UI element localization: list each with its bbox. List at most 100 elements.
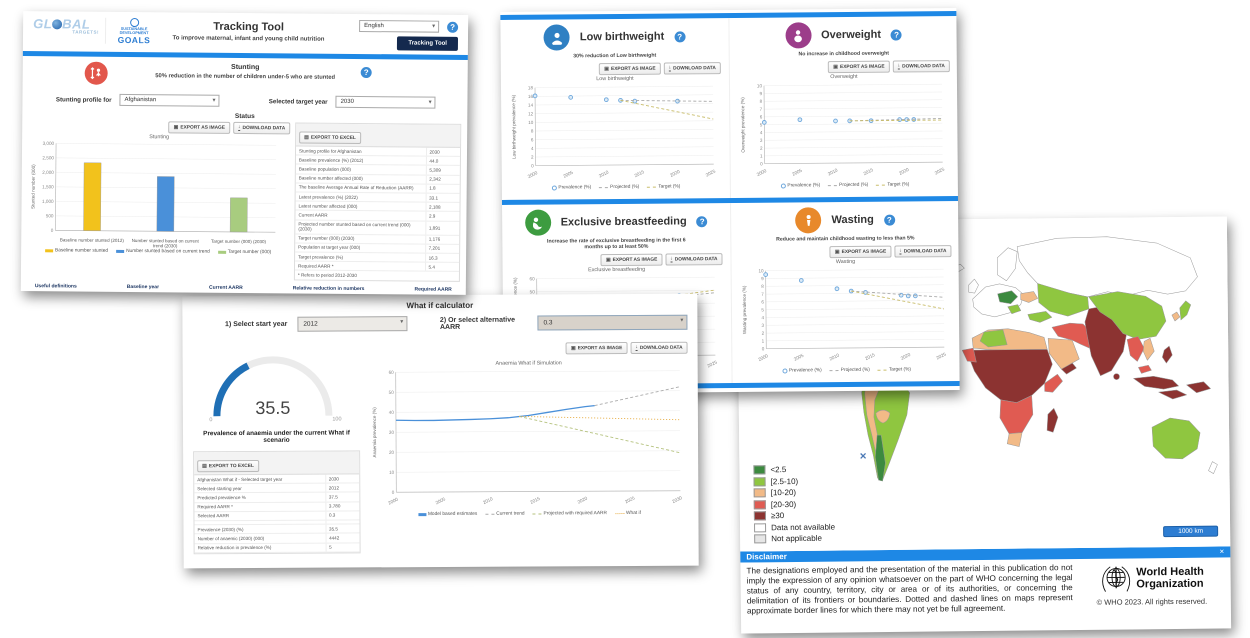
map-region-central-europe[interactable] [997, 290, 1018, 304]
map-region-myanmar-thailand[interactable] [1126, 336, 1145, 362]
what-if-table: ▤ EXPORT TO EXCEL Afghanistan What if - S… [193, 450, 361, 554]
map-region-png[interactable] [1186, 381, 1211, 394]
svg-text:2020: 2020 [898, 167, 910, 176]
map-legend-item: [10-20) [753, 488, 835, 498]
footer-link[interactable]: Baseline year [126, 284, 160, 291]
map-region-sri-lanka[interactable] [1113, 373, 1120, 380]
tracking-tool-button[interactable]: Tracking Tool [397, 36, 459, 51]
map-region-korea[interactable] [1171, 311, 1181, 322]
export-image-button[interactable]: ▣ EXPORT AS IMAGE [828, 60, 890, 74]
gauge-label: Prevalence of anaemia under the current … [203, 429, 350, 444]
map-region-philippines[interactable] [1162, 345, 1173, 364]
disclaimer-body: The designations employed and the presen… [740, 557, 1231, 618]
svg-text:5: 5 [760, 122, 763, 127]
map-region-algeria[interactable] [979, 329, 1008, 348]
map-region-turkey[interactable] [1027, 311, 1053, 323]
help-icon[interactable]: ? [883, 214, 895, 226]
overweight-chart: Overweight 0 1 2 3 4 5 6 7 8 9 10 2000 2005 2010 2015 20… [738, 73, 951, 189]
export-excel-button[interactable]: ▤ EXPORT TO EXCEL [197, 459, 259, 473]
target-subtitle: No increase in childhood overweight [798, 50, 889, 58]
help-icon[interactable]: ? [890, 28, 903, 41]
map-region-chile[interactable] [875, 434, 886, 482]
map-region-russia[interactable] [1016, 236, 1198, 298]
export-image-button[interactable]: ▣ EXPORT AS IMAGE [599, 62, 661, 76]
svg-text:2005: 2005 [791, 168, 803, 177]
export-excel-button[interactable]: ▤ EXPORT TO EXCEL [299, 131, 361, 145]
un-emblem-icon [129, 17, 139, 28]
svg-text:60: 60 [530, 276, 536, 281]
wasting-icon [795, 207, 822, 234]
download-data-button[interactable]: ↓ DOWNLOAD DATA [232, 121, 291, 135]
svg-text:0: 0 [531, 163, 534, 168]
svg-text:2: 2 [760, 146, 763, 151]
map-region-scandinavia[interactable] [997, 247, 1018, 282]
svg-text:9: 9 [761, 276, 764, 281]
map-region-southern-africa[interactable] [999, 395, 1034, 434]
map-region-horn-of-africa[interactable] [1044, 373, 1063, 393]
map-region-south-africa[interactable] [1006, 432, 1023, 447]
map-region-bolivia[interactable] [875, 409, 891, 424]
svg-text:2025: 2025 [705, 168, 717, 177]
map-region-uk[interactable] [968, 278, 979, 294]
map-region-china[interactable] [1088, 291, 1167, 340]
map-region-yemen[interactable] [1061, 362, 1077, 375]
map-region-australia[interactable] [1151, 417, 1201, 460]
map-region-central-asia[interactable] [1037, 283, 1090, 317]
language-select[interactable]: English [359, 19, 440, 33]
map-region-japan[interactable] [1179, 300, 1192, 321]
download-data-button[interactable]: ↓ DOWNLOAD DATA [894, 245, 952, 258]
footer-link[interactable]: Useful definitions [34, 283, 77, 290]
table-footnote: * Refers to period 2012-2030 [297, 272, 357, 279]
help-icon[interactable]: ? [674, 30, 686, 42]
map-region-malaysia[interactable] [1138, 365, 1152, 374]
map-region-madagascar[interactable] [1046, 408, 1059, 433]
footer-link[interactable]: Required AARR [414, 286, 452, 294]
download-data-button[interactable]: ↓ DOWNLOAD DATA [892, 60, 950, 73]
svg-text:2010: 2010 [598, 169, 610, 178]
map-x-marker: ✕ [859, 451, 867, 462]
svg-text:2000: 2000 [527, 170, 539, 179]
svg-text:2000: 2000 [757, 353, 769, 362]
download-data-button[interactable]: ↓ DOWNLOAD DATA [630, 341, 688, 355]
export-image-button[interactable]: ▣ EXPORT AS IMAGE [565, 342, 628, 355]
map-region-vietnam[interactable] [1142, 338, 1155, 361]
footer-link[interactable]: Current AARR [209, 285, 243, 292]
map-region-indonesia[interactable] [1133, 375, 1179, 390]
map-region-arabia[interactable] [1047, 338, 1080, 370]
svg-text:2010: 2010 [482, 496, 494, 505]
svg-text:35.5: 35.5 [255, 398, 290, 418]
help-icon[interactable]: ? [360, 67, 372, 79]
who-name: Organization [1136, 577, 1204, 590]
help-icon[interactable]: ? [696, 215, 708, 227]
who-emblem-icon [1101, 566, 1130, 592]
who-logo-block: World Health Organization © WHO 2023. Al… [1078, 561, 1225, 613]
target-year-select[interactable]: 2030 [335, 95, 436, 109]
map-region-balkans[interactable] [1007, 304, 1022, 314]
svg-text:0: 0 [51, 228, 54, 233]
download-data-button[interactable]: ↓ DOWNLOAD DATA [665, 253, 723, 266]
svg-text:10: 10 [528, 120, 534, 125]
start-year-select[interactable]: 2012 [297, 316, 408, 332]
svg-text:60: 60 [389, 370, 395, 375]
map-region-new-zealand[interactable] [1208, 461, 1218, 474]
map-region-west-africa[interactable] [961, 347, 977, 363]
map-region-central-africa[interactable] [969, 349, 1053, 403]
map-region-indonesia-east[interactable] [1158, 389, 1187, 400]
svg-text:2015: 2015 [529, 496, 541, 505]
svg-text:2015: 2015 [863, 167, 875, 176]
aarr-select[interactable]: 0.3 [537, 314, 688, 331]
export-image-button[interactable]: ▣ EXPORT AS IMAGE [168, 121, 231, 134]
close-icon[interactable]: ✕ [1219, 549, 1225, 556]
svg-text:2,000: 2,000 [42, 170, 54, 175]
export-image-button[interactable]: ▣ EXPORT AS IMAGE [600, 253, 663, 267]
map-region-eastern-europe[interactable] [1020, 291, 1038, 303]
table-row: Projected number stunted based on curren… [295, 219, 460, 236]
stunting-bar-chart: Stunting 0 500 1,000 1,500 2,000 2,500 3,000 Stu… [27, 133, 290, 255]
help-icon[interactable]: ? [447, 21, 459, 33]
country-select[interactable]: Afghanistan [119, 93, 220, 107]
export-image-button[interactable]: ▣ EXPORT AS IMAGE [829, 245, 892, 259]
svg-text:2,500: 2,500 [42, 155, 54, 160]
download-data-button[interactable]: ↓ DOWNLOAD DATA [663, 62, 721, 75]
footer-link[interactable]: Relative reduction in numbers [292, 285, 365, 293]
aarr-label: 2) Or select alternative AARR [439, 316, 516, 331]
